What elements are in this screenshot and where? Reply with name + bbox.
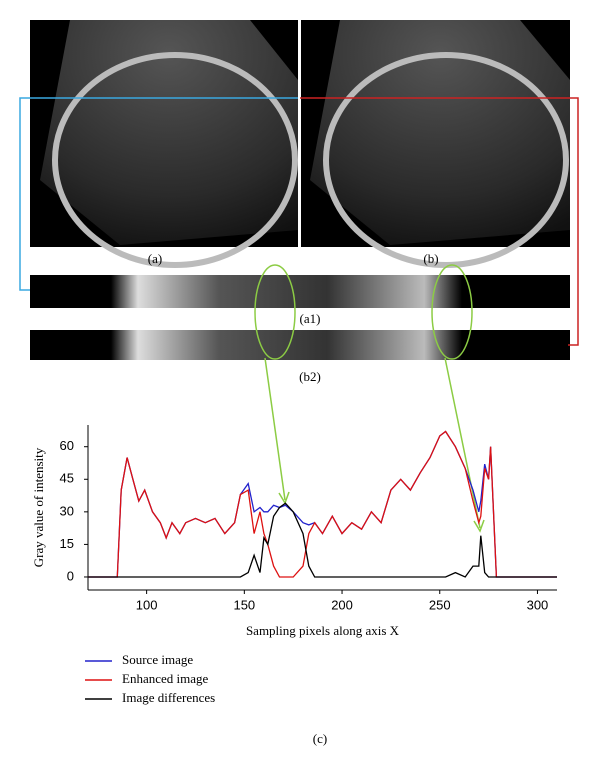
data-line xyxy=(88,502,557,578)
connectors xyxy=(19,97,579,533)
y-tick-label: 0 xyxy=(67,568,74,583)
legend-label: Source image xyxy=(122,652,193,667)
y-tick-label: 15 xyxy=(60,536,74,551)
legend-label: Enhanced image xyxy=(122,671,208,686)
x-tick-label: 250 xyxy=(429,597,451,612)
panel-label: (a) xyxy=(148,251,162,266)
y-tick-label: 60 xyxy=(60,438,74,453)
x-tick-label: 100 xyxy=(136,597,158,612)
x-tick-label: 300 xyxy=(527,597,549,612)
legend-label: Image differences xyxy=(122,690,215,705)
strip-a1 xyxy=(30,275,570,308)
y-axis-label: Gray value of intensity xyxy=(31,447,46,567)
image-a xyxy=(30,20,298,268)
panel-label: (b2) xyxy=(299,369,321,384)
strip-b2 xyxy=(30,330,570,360)
panel-label: (a1) xyxy=(300,311,321,326)
data-line xyxy=(88,430,557,578)
data-line xyxy=(88,430,557,578)
y-tick-label: 30 xyxy=(60,503,74,518)
x-tick-label: 200 xyxy=(331,597,353,612)
x-axis-label: Sampling pixels along axis X xyxy=(246,623,400,638)
x-tick-label: 150 xyxy=(233,597,255,612)
panel-label: (b) xyxy=(423,251,438,266)
panel-label: (c) xyxy=(313,731,327,746)
y-tick-label: 45 xyxy=(60,471,74,486)
image-b xyxy=(301,20,570,268)
